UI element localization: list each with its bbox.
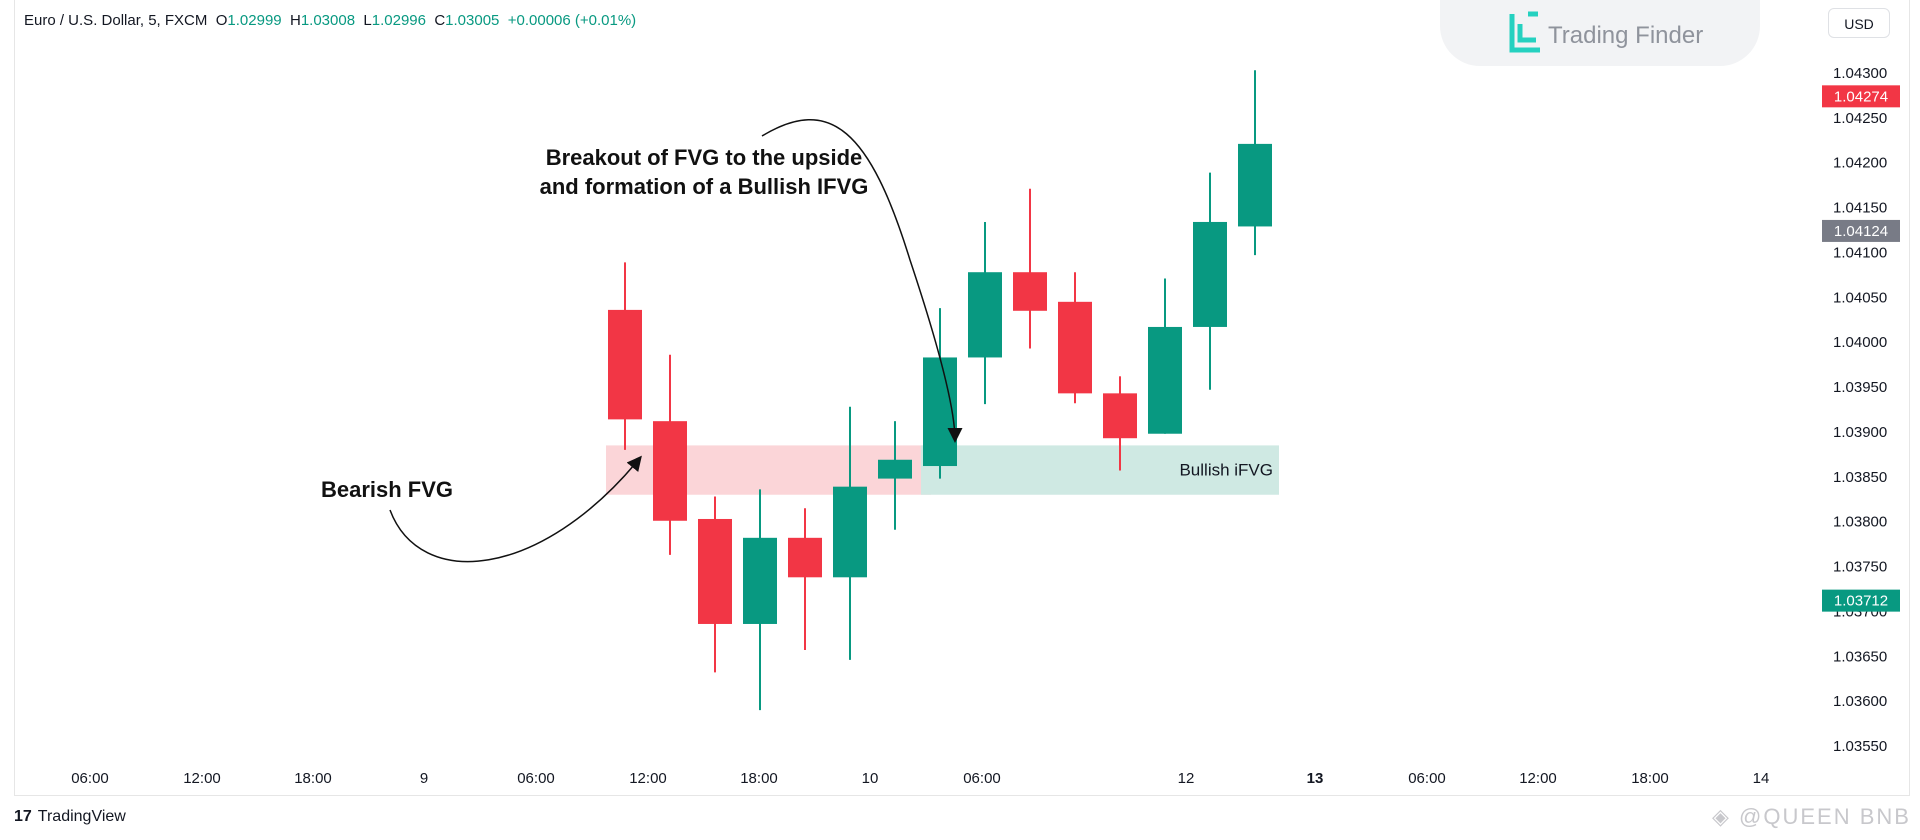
tradingview-logo-icon: 17	[14, 808, 32, 825]
candle-body	[1238, 143, 1272, 227]
y-axis-tick-label: 1.04100	[1833, 244, 1887, 261]
breakout-arrow	[761, 119, 963, 443]
bearish-fvg-annotation: Bearish FVG	[321, 477, 453, 502]
y-axis-tick-label: 1.03600	[1833, 693, 1887, 710]
candle-body	[1148, 326, 1182, 434]
currency-button[interactable]: USD	[1828, 8, 1890, 38]
bullish-ifvg-label: Bullish iFVG	[1179, 460, 1273, 479]
bearish-fvg-arrow	[389, 455, 642, 563]
close-value: 1.03005	[445, 12, 500, 29]
y-axis-tick-label: 1.04250	[1833, 110, 1887, 127]
x-axis-tick-label: 18:00	[1631, 770, 1669, 787]
x-axis-tick-label: 06:00	[963, 770, 1001, 787]
candle-body	[1058, 301, 1092, 394]
y-axis-tick-label: 1.04000	[1833, 334, 1887, 351]
candle-body	[1193, 221, 1227, 327]
candle-body	[923, 357, 957, 467]
open-value: 1.02999	[227, 12, 282, 29]
candle-body	[743, 537, 777, 624]
x-axis-tick-label: 14	[1753, 770, 1770, 787]
y-axis-tick-label: 1.03800	[1833, 514, 1887, 531]
y-axis-tick-label: 1.03550	[1833, 738, 1887, 755]
x-axis-tick-label: 12:00	[1519, 770, 1557, 787]
high-value: 1.03008	[300, 12, 356, 29]
watermark: ◈ @QUEEN BNB	[1712, 804, 1911, 830]
symbol-legend: Euro / U.S. Dollar, 5, FXCM O1.02999 H1.…	[24, 12, 636, 29]
x-axis-tick-label: 12	[1178, 770, 1195, 787]
y-axis-tick-label: 1.04200	[1833, 155, 1887, 172]
y-axis-tick-label: 1.03950	[1833, 379, 1887, 396]
trading-finder-logo-icon	[1509, 11, 1540, 53]
candle-body	[878, 459, 912, 479]
bullish-ifvg-zone	[921, 445, 1279, 495]
y-axis-tick-label: 1.04150	[1833, 200, 1887, 217]
price-label: 1.03712	[1834, 593, 1888, 610]
change-value: +0.00006 (+0.01%)	[507, 12, 637, 29]
diamond-icon: ◈	[1712, 804, 1740, 829]
x-axis-tick-label: 12:00	[183, 770, 221, 787]
x-axis-tick-label: 18:00	[740, 770, 778, 787]
tradingview-logo[interactable]: 17 TradingView	[14, 808, 126, 826]
breakout-annotation: Breakout of FVG to the upside	[546, 145, 863, 170]
y-axis-tick-label: 1.04050	[1833, 289, 1887, 306]
brand-name: Trading Finder	[1548, 22, 1704, 49]
x-axis-tick-label: 9	[420, 770, 428, 787]
x-axis-tick-label: 18:00	[294, 770, 332, 787]
x-axis-tick-label: 10	[862, 770, 879, 787]
brand-tab	[1440, 0, 1760, 66]
y-axis-tick-label: 1.04300	[1833, 65, 1887, 82]
open-label: O	[215, 12, 228, 29]
tradingview-label: TradingView	[37, 808, 126, 825]
watermark-text: @QUEEN BNB	[1739, 804, 1911, 829]
x-axis-tick-label: 06:00	[517, 770, 555, 787]
price-label-bg	[1822, 219, 1900, 242]
close-label: C	[434, 12, 446, 29]
price-label-bg	[1822, 589, 1900, 612]
price-label-bg	[1822, 85, 1900, 108]
low-value: 1.02996	[371, 12, 426, 29]
candle-body	[698, 518, 732, 624]
y-axis-tick-label: 1.03900	[1833, 424, 1887, 441]
candle-body	[1103, 393, 1137, 439]
x-axis-tick-label: 13	[1307, 770, 1324, 787]
price-label: 1.04274	[1834, 88, 1888, 105]
candle-body	[968, 272, 1002, 358]
candle-body	[653, 421, 687, 521]
candle-body	[833, 486, 867, 578]
y-axis-tick-label: 1.03850	[1833, 469, 1887, 486]
candlestick-chart: Bullish iFVG 06:00 12:00 18:00 9 06:00 12:00 18…	[71, 65, 1900, 787]
candle-body	[788, 537, 822, 578]
symbol-name: Euro / U.S. Dollar, 5, FXCM	[24, 12, 208, 29]
x-axis-tick-label: 06:00	[1408, 770, 1446, 787]
high-label: H	[289, 12, 301, 29]
x-axis-tick-label: 12:00	[629, 770, 667, 787]
price-label: 1.04124	[1834, 223, 1888, 240]
candle-body	[1013, 272, 1047, 311]
low-label: L	[363, 12, 372, 29]
candle-body	[608, 309, 642, 420]
chart-frame[interactable]	[14, 0, 1910, 796]
breakout-annotation: and formation of a Bullish IFVG	[540, 174, 869, 199]
y-axis-tick-label: 1.03650	[1833, 648, 1887, 665]
x-axis-tick-label: 06:00	[71, 770, 109, 787]
y-axis-tick-label: 1.03750	[1833, 559, 1887, 576]
